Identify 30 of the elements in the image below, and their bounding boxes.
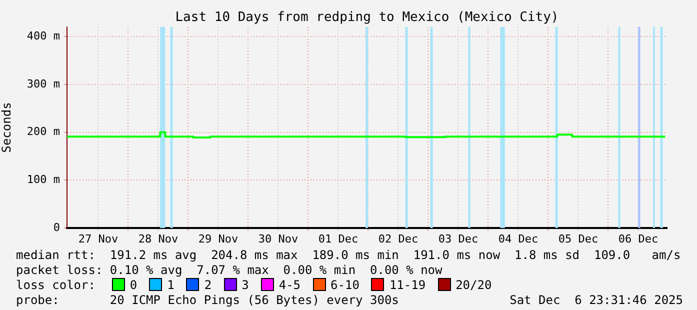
x-tick-label: 06 Dec <box>618 232 658 246</box>
x-tick-label: 05 Dec <box>558 232 598 246</box>
text: Sat Dec 6 23:31:46 2025 <box>510 293 683 308</box>
x-tick-label: 27 Nov <box>78 232 118 246</box>
text: 1 <box>167 278 174 292</box>
y-tick-label: 400 m <box>26 29 60 42</box>
x-tick-label: 29 Nov <box>198 232 238 246</box>
text: 0 <box>130 278 138 292</box>
text: 4-5 <box>278 278 301 292</box>
text: 20/20 <box>456 278 492 292</box>
y-tick-label: 100 m <box>26 173 60 186</box>
text: 2 <box>204 278 212 292</box>
y-tick-label: 0 <box>53 220 60 234</box>
y-tick-label: 200 m <box>26 125 60 138</box>
text: 3 <box>242 278 249 292</box>
y-tick-label: 300 m <box>26 77 60 90</box>
text: packet loss: 0.10 % avg 7.07 % max 0.00 % min 0.00 % now <box>16 263 442 278</box>
y-axis-title: Seconds <box>0 102 14 153</box>
x-tick-label: 28 Nov <box>138 232 178 246</box>
x-tick-label: 02 Dec <box>378 232 418 246</box>
text: median rtt: 191.2 ms avg 204.8 ms max 189.0 ms min 191.0 ms now 1.8 ms sd 109.0 am/s <box>16 248 681 263</box>
x-tick-label: 03 Dec <box>438 232 478 246</box>
x-tick-label: 04 Dec <box>498 232 538 246</box>
text: loss color: <box>16 278 96 292</box>
text: probe: 20 ICMP Echo Pings (56 Bytes) every 300s <box>16 293 399 308</box>
text: 11-19 <box>389 278 426 292</box>
chart-title: Last 10 Days from redping to Mexico (Mexico City) <box>174 10 560 25</box>
x-tick-label: 30 Nov <box>258 232 298 246</box>
x-tick-label: 01 Dec <box>318 232 358 246</box>
text: 6-10 <box>330 278 360 292</box>
